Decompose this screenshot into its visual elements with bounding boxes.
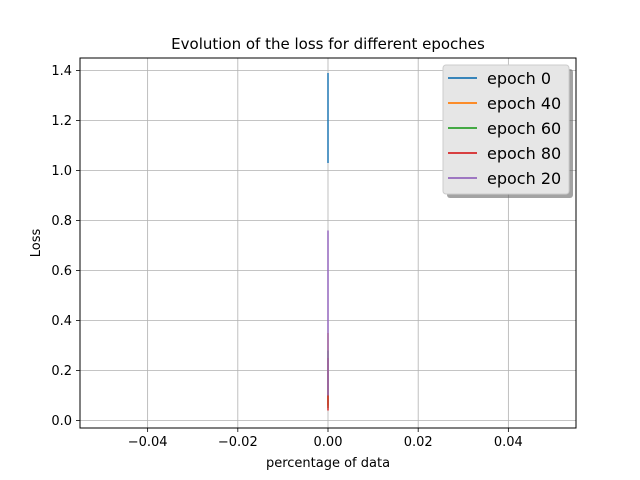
y-tick-label: 0.2 [51, 364, 72, 379]
x-tick-label: 0.04 [494, 435, 523, 450]
x-tick-label: 0.00 [314, 435, 343, 450]
x-tick-label: −0.04 [128, 435, 168, 450]
y-axis-ticks: 0.0 0.2 0.4 0.6 0.8 1.0 1.2 1.4 [51, 64, 80, 429]
legend-label: epoch 60 [487, 119, 561, 138]
legend-label: epoch 40 [487, 94, 561, 113]
x-axis-ticks: −0.04 −0.02 0.00 0.02 0.04 [128, 428, 523, 450]
x-axis-label: percentage of data [266, 456, 390, 471]
y-tick-label: 0.6 [51, 264, 72, 279]
chart-title: Evolution of the loss for different epoc… [171, 35, 485, 53]
y-tick-label: 0.8 [51, 214, 72, 229]
y-axis-label: Loss [29, 229, 44, 258]
x-tick-label: 0.02 [404, 435, 433, 450]
legend-label: epoch 0 [487, 69, 551, 88]
y-tick-label: 0.0 [51, 414, 72, 429]
y-tick-label: 1.2 [51, 114, 72, 129]
legend-label: epoch 20 [487, 169, 561, 188]
x-tick-label: −0.02 [218, 435, 258, 450]
legend-box [442, 64, 570, 195]
legend-label: epoch 80 [487, 144, 561, 163]
y-tick-label: 0.4 [51, 314, 72, 329]
y-tick-label: 1.0 [51, 164, 72, 179]
y-tick-label: 1.4 [51, 64, 72, 79]
legend: epoch 0 epoch 40 epoch 60 epoch 80 epoch 20 [442, 64, 573, 198]
legend-entries: epoch 0 epoch 40 epoch 60 epoch 80 epoch 20 [448, 69, 561, 188]
